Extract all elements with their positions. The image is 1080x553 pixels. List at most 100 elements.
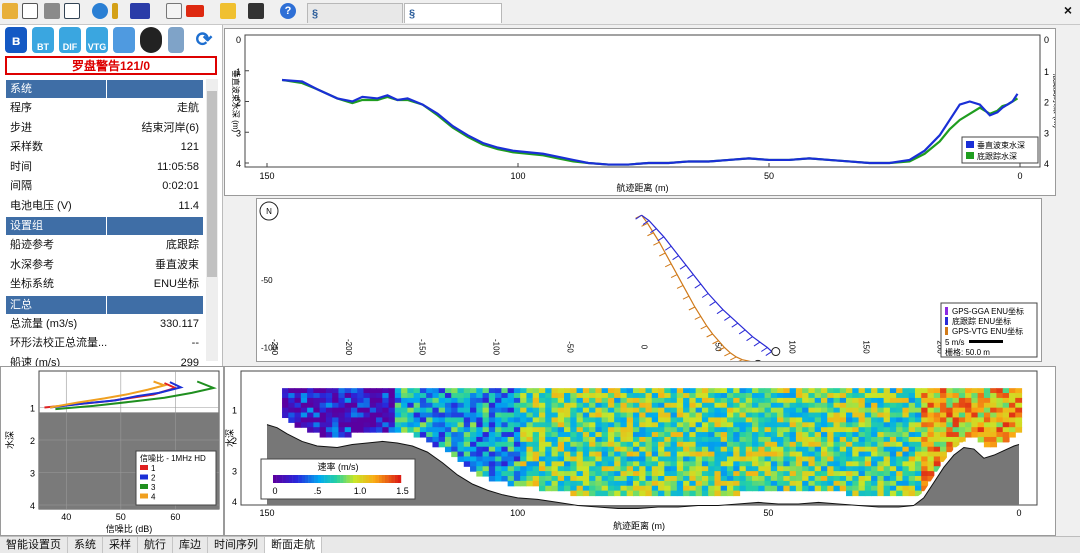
- velocity-cell: [626, 422, 634, 428]
- velocity-cell: [883, 412, 891, 419]
- notepad-icon[interactable]: [166, 3, 182, 19]
- close-icon[interactable]: ×: [1063, 2, 1072, 18]
- velocity-cell: [733, 490, 741, 497]
- velocity-cell: [438, 407, 446, 414]
- velocity-cell: [914, 417, 922, 423]
- velocity-cell: [965, 397, 972, 404]
- velocity-cell: [482, 412, 490, 419]
- section-header-system[interactable]: 系统: [6, 80, 203, 98]
- velocity-cell: [576, 475, 584, 482]
- velocity-cell: [482, 407, 490, 414]
- meter-icon[interactable]: [130, 3, 150, 19]
- tab-file-1[interactable]: §20190618110052: [307, 3, 403, 40]
- velocity-cell: [689, 388, 697, 394]
- tab-smart-setup[interactable]: 智能设置页: [0, 537, 68, 553]
- colorbar-swatch: [282, 475, 286, 483]
- velocity-cell: [676, 446, 684, 453]
- velocity-cell: [476, 407, 484, 414]
- velocity-cell: [513, 461, 521, 467]
- velocity-cell: [971, 432, 979, 438]
- dif-icon[interactable]: DIF: [59, 27, 81, 53]
- tab-system[interactable]: 系统: [68, 537, 103, 553]
- flag-icon[interactable]: [186, 5, 204, 17]
- colorbar-swatch: [321, 475, 325, 483]
- scrollbar-thumb[interactable]: [207, 91, 217, 277]
- velocity-cell: [570, 490, 578, 497]
- velocity-cell: [401, 412, 408, 419]
- velocity-cell: [664, 451, 672, 458]
- layout-icon[interactable]: [64, 3, 80, 19]
- velocity-cell: [983, 436, 991, 443]
- velocity-cell: [827, 412, 835, 419]
- folder-open-icon[interactable]: [2, 3, 18, 19]
- velocity-cell: [739, 436, 747, 443]
- vtg-icon[interactable]: VTG: [86, 27, 108, 53]
- velocity-cell: [300, 388, 308, 394]
- velocity-cell: [946, 427, 954, 433]
- velocity-cell: [664, 446, 672, 453]
- velocity-cell: [846, 446, 853, 453]
- velocity-cell: [357, 422, 365, 428]
- velocity-cell: [595, 480, 603, 487]
- velocity-cell: [495, 402, 502, 409]
- velocity-cell: [463, 456, 471, 462]
- velocity-cell: [714, 432, 722, 438]
- velocity-cell: [664, 397, 672, 404]
- reel-icon[interactable]: [140, 27, 162, 53]
- help-icon[interactable]: ?: [280, 3, 296, 19]
- colorbar-swatch: [369, 475, 373, 483]
- velocity-cell: [664, 422, 672, 428]
- velocity-cell: [488, 436, 496, 443]
- legend-swatch: [140, 493, 148, 499]
- velocity-cell: [645, 475, 653, 482]
- velocity-cell: [658, 402, 665, 409]
- bt-icon[interactable]: BT: [32, 27, 54, 53]
- status-scrollbar[interactable]: [206, 79, 218, 361]
- camera-icon[interactable]: [248, 3, 264, 19]
- velocity-cell: [488, 388, 496, 394]
- tab-sampling[interactable]: 采样: [103, 537, 138, 553]
- velocity-cell: [983, 432, 991, 438]
- window-icon[interactable]: [22, 3, 38, 19]
- refresh-icon[interactable]: ⟳: [195, 29, 213, 51]
- velocity-cell: [507, 432, 515, 438]
- tab-file-2[interactable]: §20190618110402: [404, 3, 502, 40]
- tab-transect[interactable]: 断面走航: [265, 537, 322, 553]
- section-header-settings[interactable]: 设置组: [6, 217, 203, 235]
- velocity-cell: [708, 412, 716, 419]
- velocity-cell: [864, 480, 872, 487]
- velocity-cell: [438, 402, 446, 409]
- hand-icon[interactable]: [220, 3, 236, 19]
- velocity-cell: [470, 417, 477, 423]
- velocity-cell: [833, 393, 841, 399]
- bluetooth-icon[interactable]: ʙ: [5, 27, 27, 53]
- velocity-cell: [407, 402, 415, 409]
- velocity-cell: [789, 456, 797, 462]
- velocity-cell: [457, 451, 465, 458]
- velocity-cell: [513, 412, 521, 419]
- tab-time-series[interactable]: 时间序列: [208, 537, 265, 553]
- velocity-cell: [664, 427, 672, 433]
- velocity-cell: [833, 475, 841, 482]
- tab-navigation[interactable]: 航行: [138, 537, 173, 553]
- velocity-cell: [921, 451, 929, 458]
- velocity-cell: [858, 388, 866, 394]
- velocity-cell: [551, 456, 559, 462]
- velocity-cell: [820, 461, 828, 467]
- velocity-cell: [795, 432, 803, 438]
- battery-icon[interactable]: [168, 27, 184, 53]
- globe-icon[interactable]: [92, 3, 108, 19]
- velocity-cell: [733, 451, 741, 458]
- velocity-cell: [426, 432, 434, 438]
- velocity-cell: [708, 461, 716, 467]
- velocity-cell: [764, 456, 772, 462]
- tools-icon[interactable]: [44, 3, 60, 19]
- velocity-cell: [382, 393, 390, 399]
- tab-edge[interactable]: 库边: [173, 537, 208, 553]
- pin-icon[interactable]: [112, 3, 118, 19]
- section-header-summary[interactable]: 汇总: [6, 295, 203, 314]
- velocity-cell: [507, 436, 515, 443]
- y-axis-label: 垂直波束水深 (m): [231, 70, 241, 133]
- velocity-cell: [488, 451, 496, 458]
- ship-icon[interactable]: [113, 27, 135, 53]
